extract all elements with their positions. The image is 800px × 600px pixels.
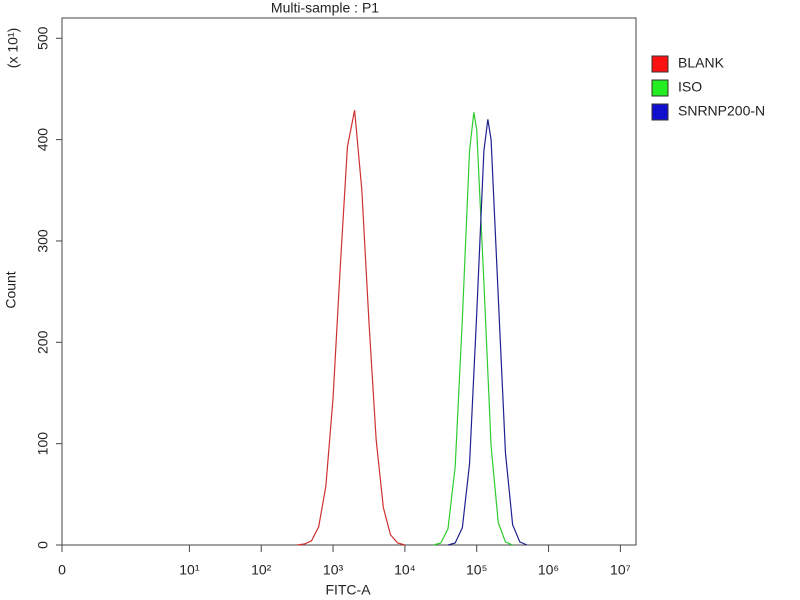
legend-swatch [651, 103, 669, 121]
x-tick-label: 10⁶ [538, 562, 559, 578]
histogram-line [447, 119, 528, 546]
x-tick-label: 10¹ [179, 562, 200, 578]
plot-frame [61, 17, 637, 546]
histogram-line [433, 112, 513, 546]
y-tick-label: 0 [35, 541, 51, 549]
legend-swatch [651, 79, 669, 97]
y-tick-label: 100 [35, 432, 51, 456]
x-tick-label: 0 [58, 562, 66, 578]
x-tick-label: 10⁷ [610, 562, 631, 578]
histogram-line [297, 110, 406, 546]
x-tick-label: 10⁵ [466, 562, 487, 578]
chart-title: Multi-sample : P1 [271, 0, 379, 16]
y-tick-label: 400 [35, 128, 51, 152]
y-multiplier: (x 10¹) [5, 28, 21, 68]
x-tick-label: 10⁴ [394, 562, 416, 578]
x-axis-label: FITC-A [325, 582, 371, 598]
y-tick-label: 300 [35, 229, 51, 253]
x-tick-label: 10³ [323, 562, 344, 578]
legend-label: SNRNP200-N [678, 103, 765, 119]
x-tick-label: 10² [251, 562, 272, 578]
legend-label: BLANK [678, 55, 725, 71]
legend-swatch [651, 55, 669, 73]
legend-label: ISO [678, 79, 702, 95]
y-tick-label: 500 [35, 26, 51, 50]
y-tick-label: 200 [35, 330, 51, 354]
y-axis-label: Count [3, 271, 19, 308]
